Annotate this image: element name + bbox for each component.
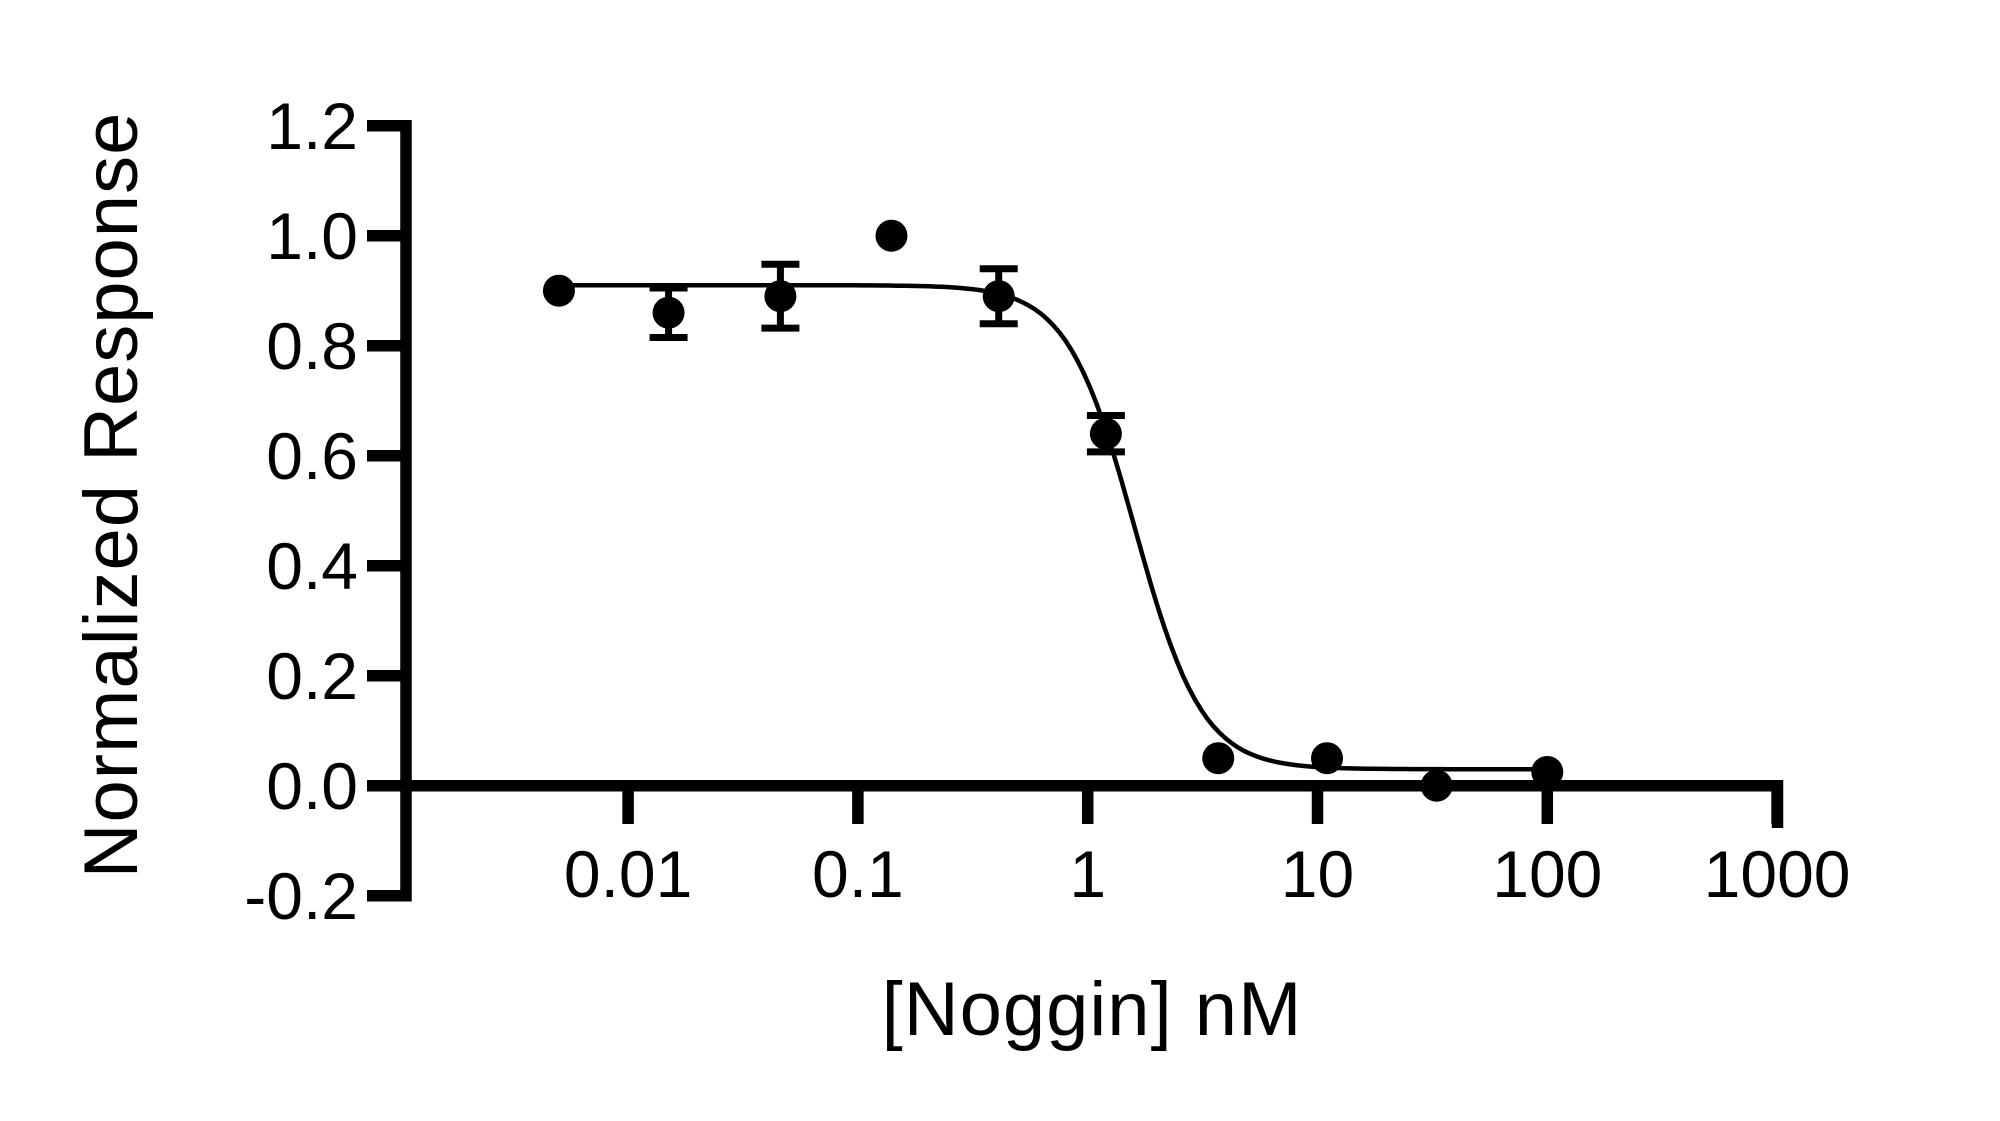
data-point [1311, 742, 1344, 775]
fit-curve [558, 282, 1548, 772]
y-axis-title: Normalized Response [69, 111, 154, 879]
data-point [1420, 769, 1453, 802]
data-point [764, 280, 797, 313]
data-point [982, 280, 1015, 313]
data-point [1202, 742, 1235, 775]
data-point [875, 219, 908, 252]
x-axis-title: [Noggin] nM [881, 967, 1303, 1052]
data-point [1531, 755, 1564, 788]
data-point [542, 274, 575, 307]
x-axis [367, 779, 1784, 828]
data-point [1089, 417, 1122, 450]
data-point [652, 296, 685, 329]
